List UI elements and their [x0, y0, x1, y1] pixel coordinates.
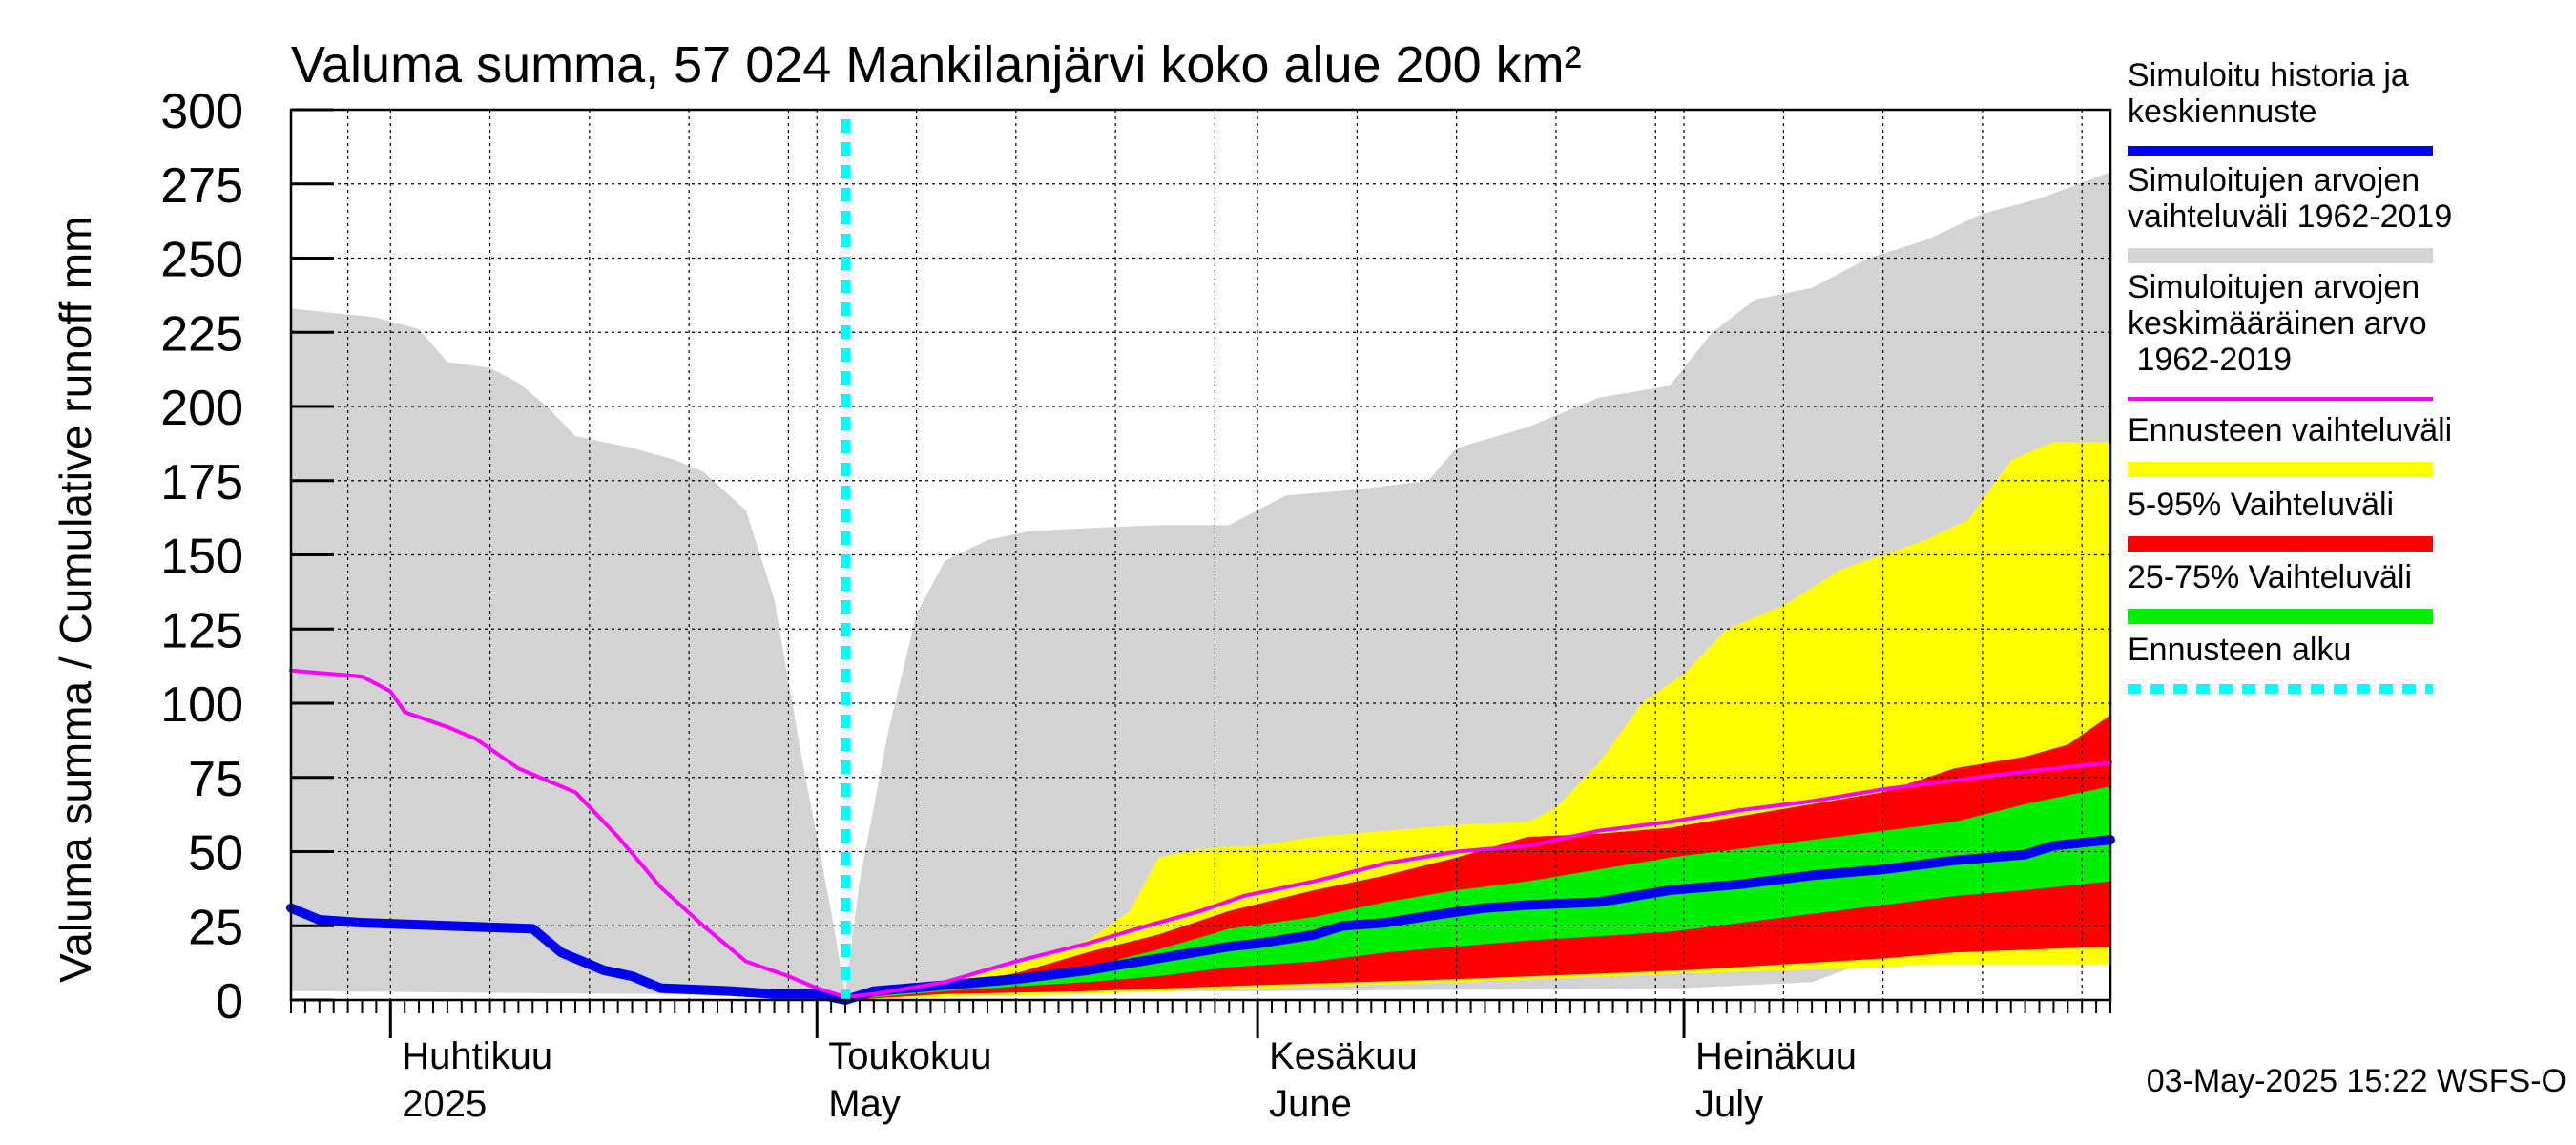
legend-item-25-75-vaihteluvali: 25-75% Vaihteluväli	[2128, 559, 2433, 624]
y-tick-label: 175	[160, 455, 243, 510]
legend-label: 25-75% Vaihteluväli	[2128, 559, 2412, 595]
y-tick-label: 100	[160, 677, 243, 733]
x-month-label: Huhtikuu	[402, 1035, 552, 1077]
y-tick-label: 50	[188, 826, 243, 882]
y-tick-label: 275	[160, 158, 243, 214]
band-25-75-vaihteluvali	[845, 786, 2110, 1000]
legend-label: Ennusteen alku	[2128, 632, 2351, 668]
y-tick-label: 300	[160, 84, 243, 139]
y-tick-label: 150	[160, 530, 243, 585]
legend-label: Simuloitujen arvojen vaihteluväli 1962-20…	[2128, 162, 2452, 235]
band-5-95-vaihteluvali	[845, 715, 2110, 1000]
y-tick-label: 225	[160, 306, 243, 362]
legend-item-ennusteen-alku: Ennusteen alku	[2128, 632, 2433, 694]
legend-label: Simuloitu historia ja keskiennuste	[2128, 57, 2409, 130]
timestamp: 03-May-2025 15:22 WSFS-O	[2147, 1063, 2566, 1099]
series-line-keskimaarainen-arvo-1962-2019	[289, 668, 2112, 999]
legend-item-ennusteen-vaihteluvali: Ennusteen vaihteluväli	[2128, 412, 2452, 477]
grid-layer	[291, 109, 2110, 1001]
y-tick-label: 125	[160, 603, 243, 658]
x-month-sublabel: July	[1695, 1083, 1763, 1125]
y-tick-label: 0	[216, 974, 243, 1030]
x-month-sublabel: 2025	[402, 1083, 487, 1125]
x-month-label: Heinäkuu	[1695, 1035, 1857, 1077]
legend-label: Simuloitujen arvojen keskimääräinen arvo …	[2128, 269, 2427, 378]
y-axis-label: Valuma summa / Cumulative runoff mm	[51, 216, 100, 983]
legend-item-5-95-vaihteluvali: 5-95% Vaihteluväli	[2128, 487, 2433, 552]
legend-item-simuloitujen-arvojen-keskimaarainen-arvo-1962-2019: Simuloitujen arvojen keskimääräinen arvo …	[2128, 269, 2433, 401]
legend-item-simuloitujen-arvojen-vaihteluvali-1962-2019: Simuloitujen arvojen vaihteluväli 1962-20…	[2128, 162, 2452, 263]
y-tick-label: 250	[160, 233, 243, 288]
y-tick-label: 75	[188, 752, 243, 807]
y-tick-label: 200	[160, 381, 243, 436]
legend: Simuloitu historia ja keskiennuste Simuloi…	[2128, 57, 2452, 694]
chart-title: Valuma summa, 57 024 Mankilanjärvi koko …	[291, 36, 1582, 94]
series-line-simulaatio-historia-keskiennuste	[286, 835, 2115, 1005]
x-month-label: Kesäkuu	[1269, 1035, 1418, 1077]
legend-item-simuloitu-historia-ja-keskiennuste: Simuloitu historia ja keskiennuste	[2128, 57, 2433, 156]
y-tick-label: 25	[188, 900, 243, 955]
legend-label: Ennusteen vaihteluväli	[2128, 412, 2452, 448]
axis-layer: 0 25 50 75 100 125 150 175 200 225 250 275 300 Huhtik…	[160, 84, 2112, 1125]
x-month-label: Toukokuu	[828, 1035, 991, 1077]
legend-label: 5-95% Vaihteluväli	[2128, 487, 2394, 523]
x-month-sublabel: May	[828, 1083, 901, 1125]
lines-layer	[286, 119, 2115, 1005]
x-month-sublabel: June	[1269, 1083, 1352, 1125]
